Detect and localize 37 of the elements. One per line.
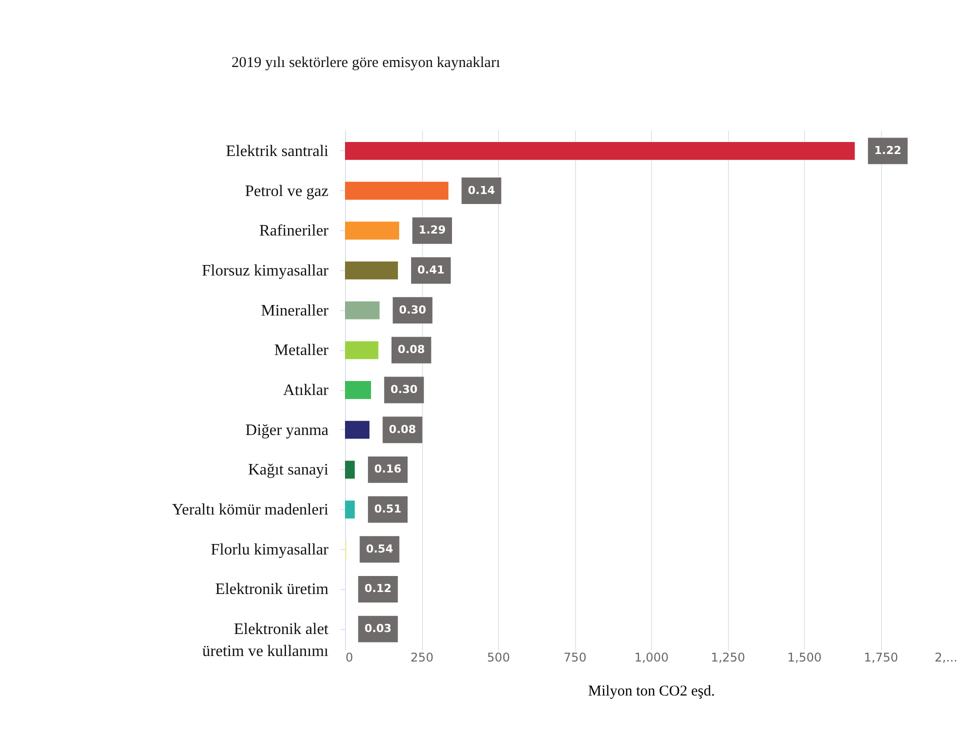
y-tick-label: Metaller	[274, 342, 330, 360]
annotation: 0.54	[366, 542, 394, 556]
y-tick-label: Petrol ve gaz	[244, 182, 328, 200]
x-tick-label: 2,...	[934, 650, 958, 664]
annotation: 0.16	[374, 462, 402, 476]
y-tick-label: Mineraller	[260, 302, 330, 320]
annotation: 0.14	[468, 184, 496, 197]
x-axis-title: Milyon ton CO2 eşd.	[588, 684, 715, 700]
x-tick-label: 750	[564, 650, 586, 664]
annotation: 0.12	[364, 582, 392, 596]
y-tick-label: Elektronik üretim	[215, 581, 330, 598]
y-tick-label: Yeraltı kömür madenleri	[172, 502, 330, 519]
x-tick-label: 500	[487, 650, 510, 664]
annotation: 0.08	[388, 422, 416, 436]
annotation: 1.29	[418, 224, 446, 237]
y-tick-label: Atıklar	[283, 382, 330, 399]
y-tick-label: Florsuz kimyasallar	[202, 262, 330, 280]
annotation: 0.30	[390, 383, 418, 396]
annotation: 0.51	[374, 502, 402, 516]
x-tick-label: 1,750	[864, 650, 898, 664]
annotation: 0.08	[398, 343, 425, 356]
y-tick-label: Rafineriler	[259, 222, 330, 240]
annotation: 1.22	[874, 144, 902, 157]
y-tick-label: Florlu kimyasallar	[210, 541, 330, 558]
x-tick-label: 250	[410, 650, 434, 664]
chart-title: 2019 yılı sektörlere göre emisyon kaynakları	[231, 55, 500, 71]
y-tick-label: Elektronik alet üretim ve kullanımı	[202, 621, 330, 660]
x-tick-label: 0	[346, 650, 354, 664]
y-tick-label: Diğer yanma	[245, 422, 328, 439]
y-tick-label: Kağıt sanayi	[248, 462, 330, 479]
y-tick-label: Elektrik santrali	[226, 142, 330, 160]
annotation: 0.41	[417, 263, 445, 276]
x-tick-label: 1,500	[787, 650, 822, 664]
x-tick-label: 1,000	[634, 650, 669, 664]
annotation: 0.30	[399, 303, 426, 316]
annotation: 0.03	[364, 622, 392, 636]
x-tick-label: 1,250	[710, 650, 746, 664]
